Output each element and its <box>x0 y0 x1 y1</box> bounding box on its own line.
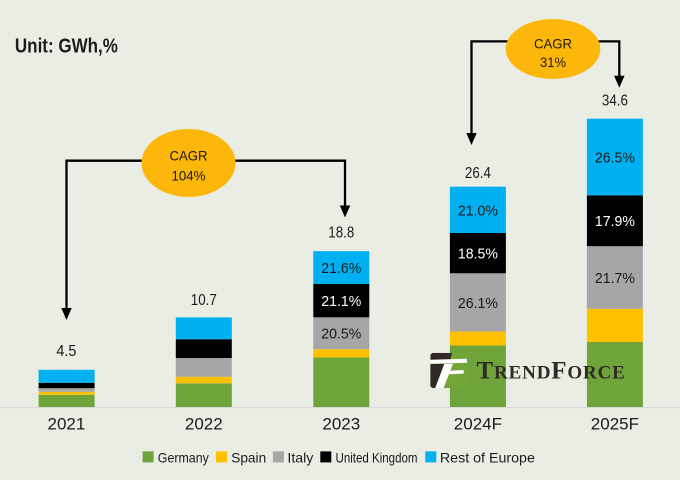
svg-text:21.6%: 21.6% <box>321 260 361 277</box>
svg-text:CAGR: CAGR <box>534 36 572 52</box>
svg-text:Germany: Germany <box>158 449 209 465</box>
svg-text:104%: 104% <box>172 167 206 183</box>
svg-text:21.0%: 21.0% <box>458 202 498 219</box>
svg-text:17.9%: 17.9% <box>595 213 635 230</box>
svg-text:2022: 2022 <box>185 415 223 434</box>
svg-text:20.5%: 20.5% <box>321 326 361 343</box>
svg-text:10.7: 10.7 <box>191 292 217 309</box>
svg-text:CAGR: CAGR <box>170 148 208 164</box>
svg-text:Spain: Spain <box>231 449 266 465</box>
svg-text:Unit: GWh,%: Unit: GWh,% <box>15 36 118 58</box>
svg-text:2025F: 2025F <box>591 415 639 434</box>
svg-text:31%: 31% <box>540 54 566 70</box>
svg-text:2023: 2023 <box>322 415 360 434</box>
svg-text:26.1%: 26.1% <box>458 295 498 312</box>
svg-text:United Kingdom: United Kingdom <box>336 449 418 465</box>
svg-text:4.5: 4.5 <box>56 343 76 360</box>
svg-text:TRENDFORCE: TRENDFORCE <box>477 357 626 384</box>
svg-text:Rest of Europe: Rest of Europe <box>440 449 535 465</box>
svg-text:2024F: 2024F <box>454 415 502 434</box>
svg-text:21.1%: 21.1% <box>321 293 361 310</box>
svg-text:26.4: 26.4 <box>465 165 491 182</box>
svg-text:Italy: Italy <box>287 449 313 465</box>
svg-text:26.5%: 26.5% <box>595 149 635 166</box>
svg-text:18.8: 18.8 <box>328 225 354 242</box>
svg-text:34.6: 34.6 <box>602 93 628 110</box>
svg-text:18.5%: 18.5% <box>458 246 498 263</box>
svg-text:21.7%: 21.7% <box>595 270 635 287</box>
svg-text:2021: 2021 <box>47 415 85 434</box>
